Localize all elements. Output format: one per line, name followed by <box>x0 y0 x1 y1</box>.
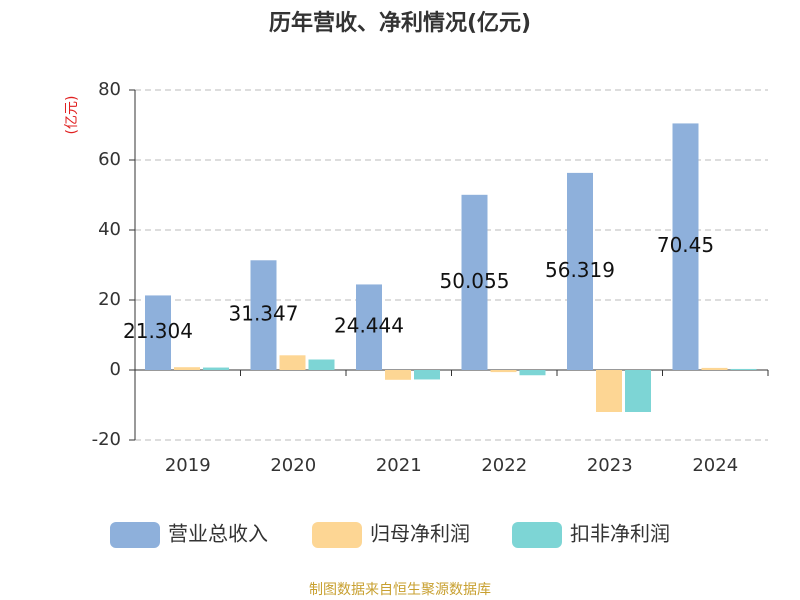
value-label: 56.319 <box>545 258 615 282</box>
y-tick-label: -20 <box>92 429 121 450</box>
value-label: 31.347 <box>229 302 299 326</box>
y-axis-label: (亿元) <box>64 96 80 135</box>
bar <box>203 367 229 370</box>
bar <box>385 370 411 380</box>
value-label: 24.444 <box>334 314 404 338</box>
x-tick-label: 2024 <box>692 455 738 476</box>
bar <box>701 367 728 370</box>
value-label: 70.45 <box>657 233 714 257</box>
bar <box>730 368 757 370</box>
bar <box>672 123 699 370</box>
legend-label: 扣非净利润 <box>570 522 670 546</box>
bar <box>250 260 277 370</box>
bar <box>174 367 200 370</box>
x-tick-label: 2021 <box>376 455 422 476</box>
bar <box>490 370 517 373</box>
bar <box>414 370 440 380</box>
chart-title: 历年营收、净利情况(亿元) <box>269 10 531 36</box>
legend-label: 归母净利润 <box>370 522 470 546</box>
x-tick-label: 2020 <box>270 455 316 476</box>
bar <box>519 370 546 376</box>
value-label: 21.304 <box>123 319 193 343</box>
legend-swatch <box>312 522 362 548</box>
x-tick-label: 2019 <box>165 455 211 476</box>
y-tick-label: 0 <box>110 359 121 380</box>
x-tick-label: 2023 <box>587 455 633 476</box>
legend-swatch <box>512 522 562 548</box>
y-tick-label: 80 <box>98 79 121 100</box>
bar <box>279 355 306 370</box>
bar <box>596 370 622 412</box>
bar <box>567 172 593 370</box>
bar <box>356 284 382 370</box>
y-tick-label: 40 <box>98 219 121 240</box>
legend-label: 营业总收入 <box>168 522 268 546</box>
legend-swatch <box>110 522 160 548</box>
value-label: 50.055 <box>440 269 510 293</box>
source-note: 制图数据来自恒生聚源数据库 <box>309 582 491 598</box>
bar <box>461 194 488 370</box>
bar <box>145 295 171 370</box>
y-tick-label: 60 <box>98 149 121 170</box>
y-tick-label: 20 <box>98 289 121 310</box>
x-tick-label: 2022 <box>481 455 527 476</box>
bar <box>308 359 335 370</box>
bar <box>625 370 651 412</box>
